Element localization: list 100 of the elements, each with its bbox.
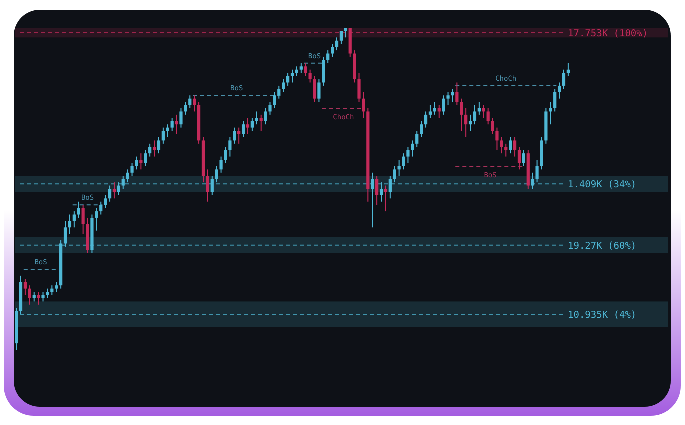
candlestick [398, 160, 401, 177]
candlestick [536, 160, 539, 184]
candlestick [460, 98, 464, 132]
candlestick [513, 136, 517, 158]
candlestick [308, 69, 312, 84]
candlestick [100, 201, 103, 216]
candlestick [384, 185, 388, 212]
candlestick [491, 118, 494, 135]
candlestick [50, 285, 54, 296]
candlestick [255, 111, 258, 126]
candlestick [406, 146, 410, 164]
candlestick [424, 111, 428, 128]
candlestick [148, 143, 152, 158]
candlestick [144, 150, 148, 167]
candlestick [473, 104, 477, 126]
candlestick [496, 127, 499, 151]
candlestick [246, 118, 250, 135]
candlestick [130, 162, 134, 177]
candlestick [468, 114, 472, 132]
candlestick [55, 282, 58, 293]
candlestick [282, 79, 286, 93]
candlestick [326, 50, 330, 64]
candlestick [260, 114, 263, 132]
candlestick [286, 72, 290, 86]
candlestick [304, 62, 308, 77]
candlestick [486, 108, 490, 126]
candlestick [180, 108, 183, 128]
candlestick [188, 95, 192, 109]
candlestick [313, 76, 316, 103]
candlestick [438, 104, 441, 119]
candlestick [331, 44, 334, 58]
candlestick [318, 79, 321, 103]
candlestick [37, 292, 40, 306]
candlestick [428, 104, 432, 119]
ref-line-label: 10.935K (4%) [568, 310, 637, 322]
candlestick [108, 185, 112, 202]
candlestick [242, 120, 246, 138]
candlestick [456, 82, 459, 106]
candlestick [268, 102, 272, 116]
candlestick [206, 169, 210, 202]
ref-line-label: 1.409K (34%) [568, 180, 637, 191]
candlestick [290, 69, 294, 84]
candlestick [411, 140, 414, 158]
candlestick [504, 143, 508, 158]
candlestick [295, 66, 299, 77]
candlestick [77, 201, 80, 218]
candlestick [500, 136, 504, 154]
ref-line-label: 17.753K (100%) [568, 28, 648, 40]
candlestick [68, 214, 72, 235]
candlestick [420, 120, 424, 138]
candlestick [42, 292, 45, 302]
candlestick [72, 211, 76, 228]
ref-line-label: 19.27K (60%) [568, 240, 637, 252]
candlestick [509, 136, 512, 154]
candlestick [464, 108, 468, 138]
candlestick [446, 92, 450, 106]
candlestick [554, 88, 557, 112]
candlestick [250, 118, 254, 132]
candlestick [135, 156, 138, 170]
candlestick [558, 82, 562, 100]
candlestick [220, 156, 223, 174]
candlestick [157, 136, 161, 154]
candlestick [402, 153, 406, 170]
candlestick [340, 30, 344, 45]
candlestick [224, 146, 228, 164]
candlestick [46, 288, 50, 299]
candlestick [264, 108, 268, 126]
candlestick [322, 56, 326, 86]
candlestick [478, 102, 481, 116]
candlestick [140, 153, 143, 170]
candlestick [238, 127, 241, 144]
candlestick [162, 127, 165, 144]
candlestick [112, 182, 116, 200]
candlestick [358, 72, 361, 103]
candlestick [362, 92, 366, 119]
candlestick [344, 28, 348, 38]
candlestick [233, 127, 236, 144]
candlestick [193, 95, 196, 112]
candlestick [518, 146, 522, 170]
candlestick [482, 104, 486, 119]
candlestick [376, 176, 379, 206]
candlestick [566, 62, 570, 77]
candlestick [451, 88, 454, 103]
candlestick [549, 102, 552, 126]
candlestick [28, 285, 32, 306]
candlestick [228, 136, 232, 158]
candlestick [82, 204, 85, 235]
candlestick [335, 37, 339, 52]
candlestick [24, 278, 28, 296]
candlestick [442, 95, 446, 116]
candlestick [300, 62, 303, 74]
candlestick [273, 92, 276, 109]
candlestick [175, 114, 178, 135]
candlestick [166, 124, 170, 138]
candlestick [95, 208, 98, 232]
candlestick [184, 102, 188, 116]
candlestick [278, 85, 281, 100]
candlestick [416, 130, 419, 148]
candlestick [433, 102, 436, 116]
candlestick [152, 140, 156, 158]
